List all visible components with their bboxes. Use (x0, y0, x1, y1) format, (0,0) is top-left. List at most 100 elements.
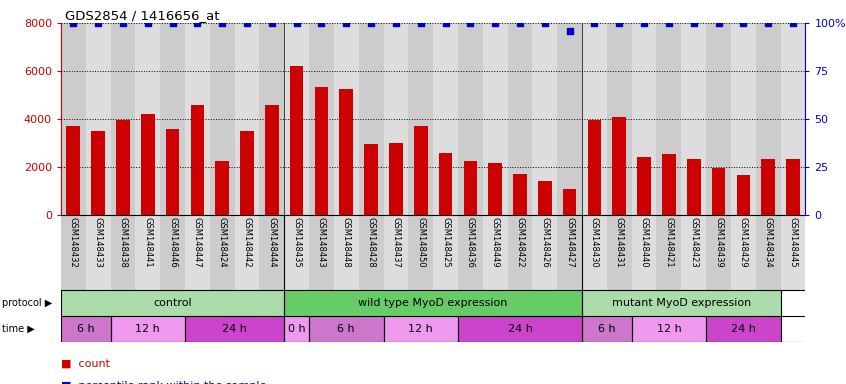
Point (538, 20, 552, 26)
Bar (662, 154, 676, 215)
Bar (135, 23, 160, 215)
Point (613, 20, 626, 26)
Bar (582, 290, 781, 316)
Bar (166, 129, 179, 215)
Text: ■  count: ■ count (61, 358, 110, 368)
Bar (185, 23, 210, 215)
Text: GSM148436: GSM148436 (466, 217, 475, 268)
Point (414, 20, 427, 26)
Bar (414, 126, 427, 215)
Bar (588, 120, 602, 215)
Bar (632, 215, 656, 290)
Bar (284, 290, 582, 316)
Bar (656, 215, 681, 290)
Bar (483, 215, 508, 290)
Bar (359, 23, 383, 215)
Bar (464, 161, 477, 215)
Bar (339, 89, 353, 215)
Bar (538, 182, 552, 215)
Text: 24 h: 24 h (508, 324, 532, 334)
Point (116, 20, 129, 26)
Point (315, 20, 328, 26)
Bar (637, 157, 651, 215)
Text: 24 h: 24 h (731, 324, 755, 334)
Bar (558, 23, 582, 215)
Text: GSM148441: GSM148441 (143, 217, 152, 268)
Bar (706, 23, 731, 215)
Bar (265, 104, 278, 215)
Point (588, 20, 602, 26)
Bar (111, 23, 135, 215)
Bar (582, 23, 607, 215)
Bar (687, 159, 700, 215)
Text: protocol ▶: protocol ▶ (2, 298, 52, 308)
Bar (160, 23, 185, 215)
Bar (508, 215, 532, 290)
Point (439, 20, 453, 26)
Bar (135, 215, 160, 290)
Point (464, 20, 477, 26)
Text: GSM148423: GSM148423 (689, 217, 698, 268)
Bar (383, 23, 409, 215)
Bar (458, 316, 582, 342)
Text: 12 h: 12 h (409, 324, 433, 334)
Point (514, 20, 527, 26)
Point (761, 20, 775, 26)
Bar (67, 126, 80, 215)
Bar (563, 189, 576, 215)
Bar (383, 316, 458, 342)
Bar (260, 23, 284, 215)
Bar (458, 215, 483, 290)
Text: 0 h: 0 h (288, 324, 305, 334)
Text: GSM148432: GSM148432 (69, 217, 78, 268)
Point (216, 20, 229, 26)
Point (166, 20, 179, 26)
Point (91, 20, 105, 26)
Bar (607, 215, 632, 290)
Bar (786, 159, 799, 215)
Point (687, 20, 700, 26)
Bar (61, 316, 111, 342)
Bar (210, 215, 234, 290)
Bar (755, 23, 781, 215)
Text: wild type MyoD expression: wild type MyoD expression (359, 298, 508, 308)
Text: GSM148444: GSM148444 (267, 217, 277, 268)
Bar (632, 23, 656, 215)
Bar (681, 23, 706, 215)
Bar (334, 215, 359, 290)
Text: 6 h: 6 h (598, 324, 616, 334)
Bar (61, 290, 284, 316)
Text: GSM148431: GSM148431 (615, 217, 624, 268)
Text: GSM148440: GSM148440 (640, 217, 649, 268)
Text: GSM148449: GSM148449 (491, 217, 500, 268)
Bar (409, 23, 433, 215)
Text: GSM148442: GSM148442 (243, 217, 251, 268)
Text: GSM148425: GSM148425 (441, 217, 450, 268)
Bar (781, 215, 805, 290)
Text: 12 h: 12 h (656, 324, 681, 334)
Bar (706, 215, 731, 290)
Text: GSM148439: GSM148439 (714, 217, 723, 268)
Bar (582, 316, 632, 342)
Bar (160, 215, 185, 290)
Point (339, 20, 353, 26)
Bar (433, 23, 458, 215)
Text: GSM148426: GSM148426 (541, 217, 549, 268)
Bar (755, 215, 781, 290)
Bar (190, 104, 204, 215)
Text: GSM148427: GSM148427 (565, 217, 574, 268)
Bar (284, 23, 309, 215)
Text: GSM148433: GSM148433 (94, 217, 102, 268)
Text: 24 h: 24 h (222, 324, 247, 334)
Bar (483, 23, 508, 215)
Bar (458, 23, 483, 215)
Bar (185, 316, 284, 342)
Text: GSM148438: GSM148438 (118, 217, 128, 268)
Bar (111, 316, 185, 342)
Text: 12 h: 12 h (135, 324, 160, 334)
Point (141, 20, 155, 26)
Bar (613, 117, 626, 215)
Bar (731, 215, 755, 290)
Bar (383, 215, 409, 290)
Point (67, 20, 80, 26)
